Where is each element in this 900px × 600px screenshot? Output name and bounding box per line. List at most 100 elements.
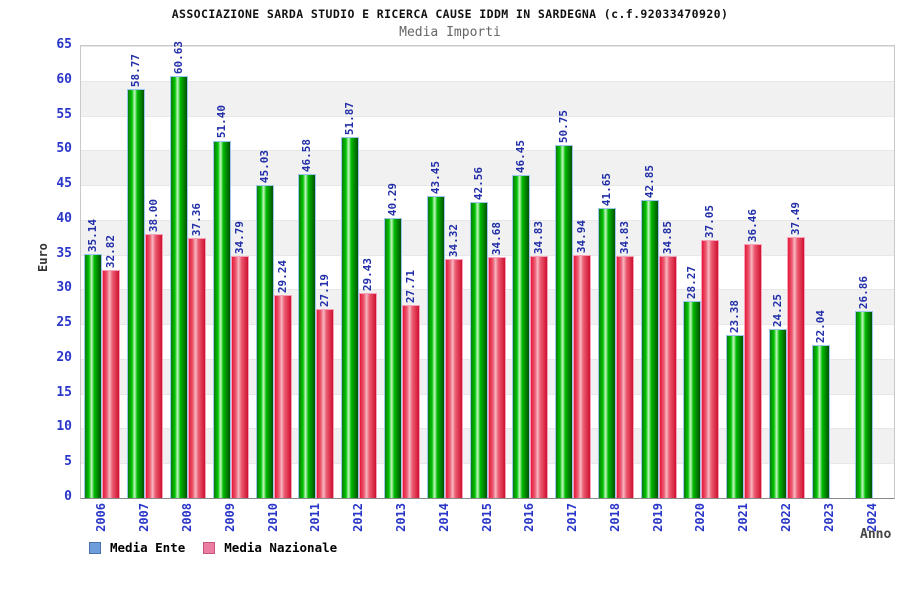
- bar-value-label: 50.75: [557, 109, 571, 144]
- bar-value-label: 42.56: [471, 166, 485, 201]
- y-tick-label: 60: [56, 71, 72, 87]
- bar-media-nazionale-2007: [145, 233, 164, 498]
- bar-media-nazionale-2018: [615, 255, 634, 498]
- bar-media-nazionale-2011: [316, 308, 335, 498]
- x-axis-label: Anno: [860, 527, 892, 542]
- bar-media-ente-2013: [383, 217, 402, 498]
- bar-value-label: 23.38: [728, 300, 742, 334]
- bar-value-label: 46.45: [514, 139, 528, 173]
- bar-media-ente-2018: [597, 208, 616, 498]
- bar-media-ente-2016: [512, 175, 531, 498]
- bar-value-label: 60.63: [171, 41, 185, 75]
- bar-value-label: 36.46: [746, 209, 760, 243]
- chart-title: ASSOCIAZIONE SARDA STUDIO E RICERCA CAUS…: [171, 7, 729, 21]
- bar-value-label: 32.82: [104, 234, 118, 268]
- bar-media-nazionale-2016: [530, 255, 549, 498]
- x-tick-label-2014: 2014: [436, 503, 451, 532]
- bar-media-ente-2014: [426, 195, 445, 498]
- bar-media-nazionale-2014: [444, 259, 463, 498]
- y-tick-label: 40: [56, 210, 72, 226]
- bar-media-nazionale-2019: [658, 255, 677, 498]
- bar-value-label: 34.94: [575, 219, 589, 254]
- x-tick-label-2011: 2011: [308, 503, 323, 532]
- x-tick-label-2012: 2012: [351, 503, 366, 532]
- y-tick-label: 20: [56, 349, 72, 365]
- x-tick-label-2010: 2010: [265, 503, 280, 532]
- bar-value-label: 45.03: [257, 149, 271, 183]
- x-tick-label-2009: 2009: [222, 503, 237, 532]
- bar-value-label: 27.71: [403, 270, 417, 304]
- bar-media-ente-2019: [640, 200, 659, 498]
- x-tick-label-2015: 2015: [479, 503, 494, 532]
- legend-item-media-ente: Media Ente: [89, 540, 185, 555]
- bar-media-nazionale-2022: [787, 237, 806, 498]
- bar-value-label: 34.85: [660, 220, 674, 254]
- bar-value-label: 22.04: [813, 309, 827, 343]
- bar-value-label: 34.83: [532, 220, 546, 254]
- bar-value-label: 27.19: [318, 273, 332, 307]
- bar-value-label: 34.68: [489, 221, 503, 255]
- bar-media-nazionale-2006: [102, 269, 121, 498]
- y-tick-label: 35: [56, 245, 72, 261]
- bar-media-nazionale-2015: [487, 256, 506, 498]
- bar-media-nazionale-2017: [573, 255, 592, 498]
- x-tick-label-2022: 2022: [779, 503, 794, 532]
- plot-area: 35.14 58.77 60.63 51.40 45.03 46.58 51.87 40.29…: [80, 41, 895, 499]
- bar-value-label: 38.00: [147, 198, 161, 232]
- bar-value-label: 34.83: [617, 220, 631, 254]
- legend-item-media-nazionale: Media Nazionale: [203, 540, 337, 555]
- bar-value-label: 34.79: [232, 220, 246, 255]
- bar-value-label: 42.85: [642, 164, 656, 199]
- bar-media-ente-2022: [769, 329, 788, 498]
- y-tick-label: 15: [56, 384, 72, 400]
- x-tick-label-2013: 2013: [393, 503, 408, 532]
- grid-band: [81, 46, 894, 81]
- bar-value-label: 28.27: [685, 266, 699, 300]
- grid-band: [81, 150, 894, 186]
- y-tick-label: 55: [56, 106, 72, 122]
- bar-media-ente-2009: [212, 140, 231, 498]
- bar-media-nazionale-2021: [744, 244, 763, 498]
- bar-media-nazionale-2012: [359, 293, 378, 498]
- bar-value-label: 37.05: [703, 205, 717, 239]
- x-tick-label-2007: 2007: [137, 503, 152, 532]
- bar-media-ente-2023: [811, 344, 830, 498]
- bar-media-ente-2010: [255, 184, 274, 498]
- x-tick-label-2017: 2017: [565, 503, 580, 532]
- bar-value-label: 40.29: [385, 182, 399, 216]
- bar-media-ente-2006: [84, 253, 103, 498]
- bar-value-label: 46.58: [300, 138, 314, 173]
- bar-value-label: 43.45: [428, 160, 442, 194]
- bar-media-ente-2007: [127, 89, 146, 498]
- bar-media-nazionale-2009: [230, 256, 249, 498]
- bar-media-ente-2017: [555, 145, 574, 498]
- x-tick-label-2019: 2019: [650, 503, 665, 532]
- legend-label: Media Ente: [110, 540, 186, 555]
- y-tick-label: 45: [56, 176, 72, 192]
- bar-media-nazionale-2010: [273, 294, 292, 498]
- bar-media-ente-2021: [726, 335, 745, 498]
- bar-media-ente-2008: [169, 76, 188, 498]
- bar-value-label: 37.49: [789, 202, 803, 236]
- y-tick-label: 5: [64, 454, 72, 470]
- legend: Media Ente Media Nazionale: [89, 540, 337, 555]
- bar-value-label: 29.43: [361, 258, 375, 292]
- bar-value-label: 26.86: [856, 276, 870, 310]
- bar-media-ente-2020: [683, 301, 702, 498]
- x-tick-label-2020: 2020: [693, 503, 708, 532]
- x-tick-label-2016: 2016: [522, 503, 537, 532]
- bar-value-label: 41.65: [599, 173, 613, 207]
- bar-media-ente-2011: [298, 174, 317, 498]
- bar-value-label: 35.14: [86, 218, 100, 252]
- bar-value-label: 51.40: [214, 105, 228, 139]
- bar-value-label: 29.24: [275, 259, 289, 293]
- x-tick-label-2023: 2023: [821, 503, 836, 532]
- chart-subtitle: Media Importi: [399, 25, 501, 40]
- grid-band: [81, 80, 894, 116]
- y-tick-label: 25: [56, 315, 72, 331]
- y-tick-label: 0: [64, 489, 72, 504]
- bar-value-label: 24.25: [771, 294, 785, 328]
- bar-media-nazionale-2008: [187, 238, 206, 498]
- legend-label: Media Nazionale: [224, 540, 338, 555]
